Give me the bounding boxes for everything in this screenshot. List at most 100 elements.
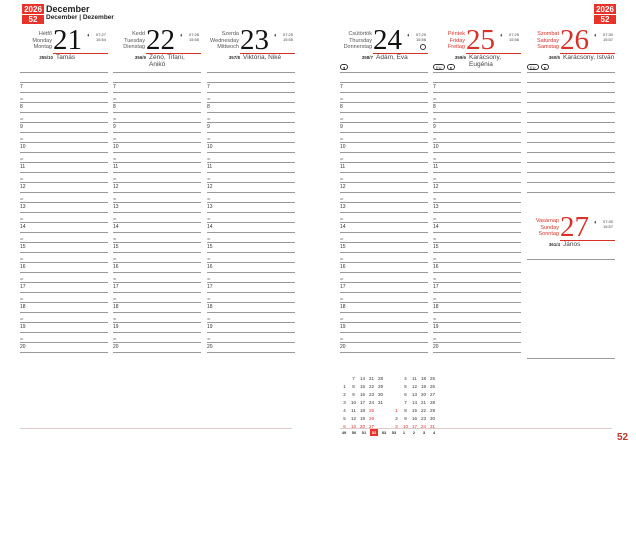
hour-line[interactable] [433, 132, 521, 133]
half-hour-line[interactable] [340, 222, 428, 223]
hour-line[interactable] [207, 112, 295, 113]
half-hour-line[interactable] [113, 242, 201, 243]
half-hour-line[interactable] [340, 122, 428, 123]
hour-line[interactable] [433, 312, 521, 313]
hour-line[interactable] [433, 272, 521, 273]
calendar-day[interactable]: 26 [429, 383, 435, 389]
calendar-day[interactable] [340, 374, 349, 382]
half-hour-line[interactable] [433, 182, 521, 183]
hour-line[interactable] [340, 92, 428, 93]
calendar-day[interactable]: 18 [359, 407, 365, 413]
calendar-day[interactable]: 31 [429, 423, 435, 429]
calendar-day[interactable] [392, 398, 401, 406]
calendar-day[interactable]: 16 [411, 415, 417, 421]
hour-line[interactable] [340, 352, 428, 353]
calendar-day[interactable]: 13 [411, 391, 417, 397]
half-hour-line[interactable] [113, 342, 201, 343]
calendar-day[interactable]: 27 [368, 423, 374, 429]
note-line[interactable] [527, 152, 615, 153]
note-line[interactable] [113, 82, 201, 83]
week-number-link[interactable]: 1 [402, 430, 406, 435]
hour-line[interactable] [340, 112, 428, 113]
half-hour-line[interactable] [433, 122, 521, 123]
half-hour-line[interactable] [433, 102, 521, 103]
hour-line[interactable] [340, 172, 428, 173]
week-number-link[interactable]: 49 [341, 430, 347, 435]
hour-line[interactable] [113, 112, 201, 113]
half-hour-line[interactable] [340, 162, 428, 163]
calendar-day[interactable]: 1 [343, 383, 346, 389]
calendar-day[interactable]: 11 [351, 407, 356, 413]
note-line[interactable] [527, 132, 615, 133]
calendar-day[interactable]: 21 [420, 399, 426, 405]
calendar-day[interactable]: 23 [368, 391, 374, 397]
calendar-day[interactable]: 27 [429, 391, 435, 397]
hour-line[interactable] [20, 352, 108, 353]
calendar-day[interactable]: 7 [352, 375, 355, 381]
note-line[interactable] [113, 72, 201, 73]
half-hour-line[interactable] [433, 142, 521, 143]
note-line[interactable] [527, 162, 615, 163]
half-hour-line[interactable] [113, 262, 201, 263]
note-line[interactable] [433, 82, 521, 83]
hour-line[interactable] [113, 312, 201, 313]
half-hour-line[interactable] [207, 242, 295, 243]
calendar-day[interactable]: 28 [429, 399, 435, 405]
half-hour-line[interactable] [113, 162, 201, 163]
hour-line[interactable] [113, 352, 201, 353]
hour-line[interactable] [340, 152, 428, 153]
half-hour-line[interactable] [20, 142, 108, 143]
calendar-day[interactable]: 22 [368, 383, 374, 389]
hour-line[interactable] [20, 292, 108, 293]
week-number-link[interactable]: 2 [412, 430, 416, 435]
week-number-link[interactable]: 4 [432, 430, 436, 435]
half-hour-line[interactable] [113, 322, 201, 323]
half-hour-line[interactable] [207, 342, 295, 343]
calendar-day[interactable]: 1 [395, 407, 398, 413]
calendar-day[interactable]: 6 [404, 391, 407, 397]
calendar-day[interactable]: 5 [404, 383, 407, 389]
hour-line[interactable] [433, 352, 521, 353]
half-hour-line[interactable] [340, 142, 428, 143]
half-hour-line[interactable] [340, 102, 428, 103]
half-hour-line[interactable] [20, 202, 108, 203]
hour-line[interactable] [207, 292, 295, 293]
calendar-day[interactable]: 30 [377, 391, 383, 397]
week-number-link[interactable]: 53 [391, 430, 397, 435]
calendar-day[interactable]: 28 [377, 375, 383, 381]
half-hour-line[interactable] [113, 282, 201, 283]
hour-line[interactable] [113, 132, 201, 133]
hour-line[interactable] [20, 232, 108, 233]
half-hour-line[interactable] [20, 282, 108, 283]
half-hour-line[interactable] [207, 142, 295, 143]
hour-line[interactable] [20, 212, 108, 213]
calendar-day[interactable]: 24 [420, 423, 426, 429]
note-line[interactable] [207, 82, 295, 83]
calendar-day[interactable]: 19 [359, 415, 365, 421]
half-hour-line[interactable] [340, 262, 428, 263]
calendar-day[interactable]: 13 [350, 423, 356, 429]
hour-line[interactable] [207, 152, 295, 153]
hour-line[interactable] [113, 92, 201, 93]
hour-line[interactable] [433, 152, 521, 153]
hour-line[interactable] [20, 192, 108, 193]
half-hour-line[interactable] [113, 182, 201, 183]
calendar-day[interactable]: 12 [411, 383, 417, 389]
note-line[interactable] [527, 259, 615, 260]
hour-line[interactable] [433, 252, 521, 253]
hour-line[interactable] [433, 212, 521, 213]
half-hour-line[interactable] [207, 262, 295, 263]
calendar-day[interactable]: 2 [395, 415, 398, 421]
calendar-day[interactable]: 7 [404, 399, 407, 405]
hour-line[interactable] [207, 252, 295, 253]
hour-line[interactable] [20, 312, 108, 313]
calendar-day[interactable]: 14 [411, 399, 417, 405]
calendar-day[interactable]: 22 [420, 407, 426, 413]
half-hour-line[interactable] [340, 342, 428, 343]
half-hour-line[interactable] [340, 202, 428, 203]
hour-line[interactable] [207, 332, 295, 333]
note-line[interactable] [433, 72, 521, 73]
half-hour-line[interactable] [113, 302, 201, 303]
half-hour-line[interactable] [20, 302, 108, 303]
calendar-day[interactable]: 19 [420, 383, 426, 389]
